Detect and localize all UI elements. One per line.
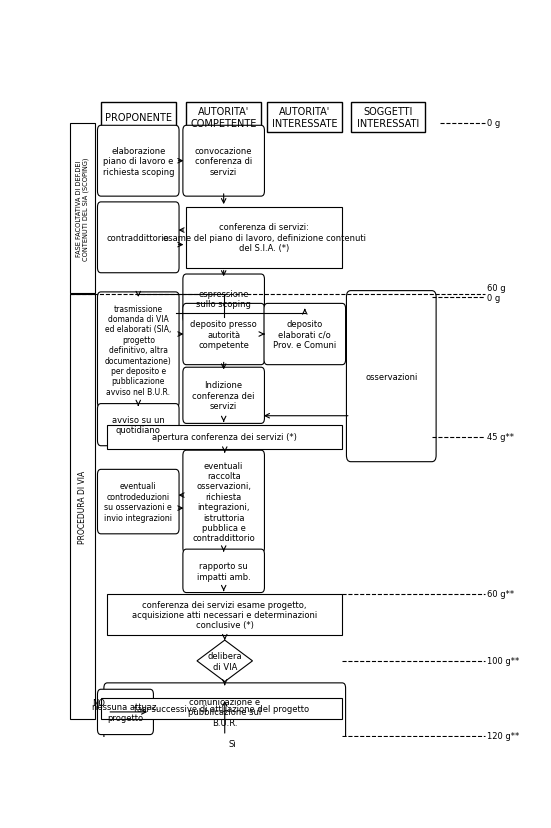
- FancyBboxPatch shape: [183, 368, 264, 424]
- Bar: [351, 103, 425, 133]
- FancyBboxPatch shape: [98, 292, 179, 408]
- Bar: [70, 295, 95, 719]
- Bar: [186, 208, 342, 268]
- Text: rapporto su
impatti amb.: rapporto su impatti amb.: [197, 561, 251, 581]
- Text: 120 g**: 120 g**: [487, 731, 518, 740]
- FancyBboxPatch shape: [264, 304, 345, 365]
- Text: comunicazione e
pubblicazione sul
B.U.R.: comunicazione e pubblicazione sul B.U.R.: [188, 697, 261, 727]
- FancyBboxPatch shape: [98, 203, 179, 273]
- Text: eventuali
raccolta
osservazioni,
richiesta
integrazioni,
istruttoria
pubblica e
: eventuali raccolta osservazioni, richies…: [192, 461, 255, 543]
- Text: convocazione
conferenza di
servizi: convocazione conferenza di servizi: [195, 147, 252, 176]
- Text: contraddittorio: contraddittorio: [107, 233, 170, 243]
- Text: eventuali
controdeduzioni
su osservazioni e
invio integrazioni: eventuali controdeduzioni su osservazion…: [104, 482, 172, 522]
- FancyBboxPatch shape: [347, 291, 436, 462]
- Text: NO: NO: [92, 698, 105, 707]
- Text: fasi successive di attuazione del progetto: fasi successive di attuazione del proget…: [134, 704, 309, 713]
- Bar: [101, 698, 342, 719]
- Text: FASE FACOLTATIVA DI DEF.DEI
CONTENUTI DEL SIA (SCOPING): FASE FACOLTATIVA DI DEF.DEI CONTENUTI DE…: [76, 157, 89, 260]
- FancyBboxPatch shape: [98, 469, 179, 534]
- Text: Sì: Sì: [228, 739, 236, 749]
- Text: 100 g**: 100 g**: [487, 657, 518, 666]
- Text: PROCEDURA DI VIA: PROCEDURA DI VIA: [78, 470, 87, 544]
- FancyBboxPatch shape: [98, 404, 179, 446]
- FancyBboxPatch shape: [104, 683, 345, 741]
- Text: 60 g: 60 g: [487, 283, 505, 292]
- Bar: [70, 123, 95, 294]
- Text: 0 g: 0 g: [487, 119, 500, 128]
- Text: AUTORITA'
COMPETENTE: AUTORITA' COMPETENTE: [191, 107, 257, 128]
- FancyBboxPatch shape: [183, 450, 264, 553]
- Bar: [186, 103, 261, 133]
- FancyBboxPatch shape: [183, 275, 264, 323]
- Text: delibera
di VIA: delibera di VIA: [207, 652, 242, 671]
- Bar: [101, 103, 176, 133]
- Text: nessuna attuaz.
progetto: nessuna attuaz. progetto: [92, 702, 159, 722]
- Text: avviso su un
quotidiano: avviso su un quotidiano: [112, 416, 165, 435]
- Text: deposito presso
autorità
competente: deposito presso autorità competente: [190, 320, 257, 349]
- Text: apertura conferenza dei servizi (*): apertura conferenza dei servizi (*): [152, 433, 297, 442]
- Text: SOGGETTI
INTERESSATI: SOGGETTI INTERESSATI: [357, 107, 419, 128]
- Polygon shape: [197, 640, 252, 681]
- Text: elaborazione
piano di lavoro e
richiesta scoping: elaborazione piano di lavoro e richiesta…: [102, 147, 174, 176]
- Text: 45 g**: 45 g**: [487, 433, 514, 442]
- Text: deposito
elaborati c/o
Prov. e Comuni: deposito elaborati c/o Prov. e Comuni: [273, 320, 337, 349]
- Text: espressione
sullo scoping: espressione sullo scoping: [196, 289, 251, 309]
- FancyBboxPatch shape: [183, 550, 264, 593]
- Bar: [107, 425, 342, 450]
- FancyBboxPatch shape: [98, 126, 179, 197]
- Bar: [267, 103, 342, 133]
- Bar: [107, 595, 342, 636]
- Text: PROPONENTE: PROPONENTE: [105, 113, 172, 123]
- Text: trasmissione
domanda di VIA
ed elaborati (SIA,
progetto
definitivo, altra
docume: trasmissione domanda di VIA ed elaborati…: [105, 304, 172, 397]
- Text: osservazioni: osservazioni: [365, 373, 418, 381]
- Text: conferenza di servizi:
esame del piano di lavoro, definizione contenuti
del S.I.: conferenza di servizi: esame del piano d…: [163, 224, 366, 253]
- Text: AUTORITA'
INTERESSATE: AUTORITA' INTERESSATE: [272, 107, 338, 128]
- FancyBboxPatch shape: [183, 304, 264, 365]
- FancyBboxPatch shape: [183, 126, 264, 197]
- Text: conferenza dei servizi esame progetto,
acquisizione atti necessari e determinazi: conferenza dei servizi esame progetto, a…: [132, 600, 317, 630]
- Text: Indizione
conferenza dei
servizi: Indizione conferenza dei servizi: [192, 381, 255, 411]
- Text: 60 g**: 60 g**: [487, 590, 514, 599]
- Text: 0 g: 0 g: [487, 293, 500, 302]
- FancyBboxPatch shape: [98, 690, 153, 734]
